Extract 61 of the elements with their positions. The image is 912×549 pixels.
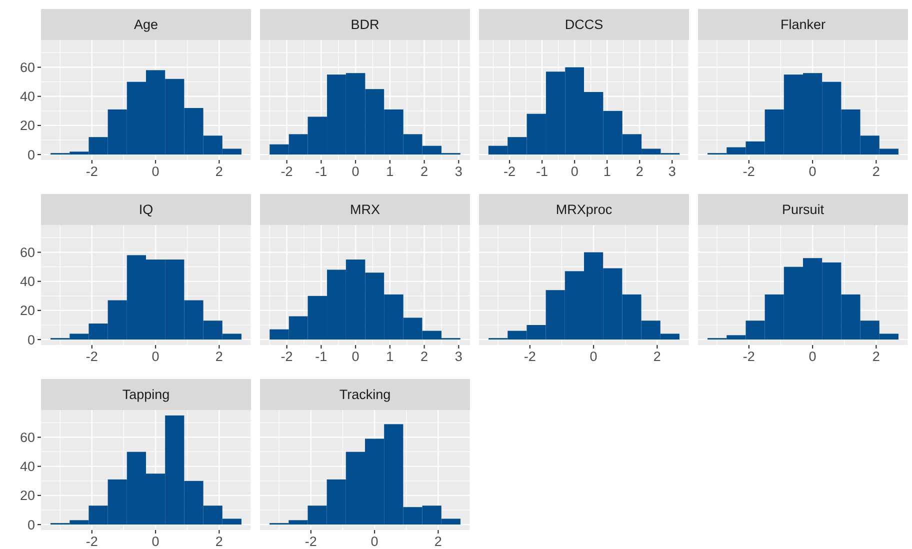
x-tick-label: 0 [808, 349, 816, 364]
x-tick-label: -1 [536, 164, 548, 179]
x-tick-label: -2 [86, 534, 98, 549]
y-tick-label: 0 [27, 332, 35, 348]
x-tick-label: 0 [570, 164, 578, 179]
chart-title: MRXproc [556, 202, 612, 218]
chart-title: IQ [138, 202, 154, 218]
chart-title: Age [134, 17, 158, 32]
x-tick-label: 2 [636, 164, 644, 179]
x-tick-label: 2 [653, 349, 661, 364]
x-tick-label: 2 [215, 349, 223, 364]
x-tick-label: 1 [386, 164, 394, 179]
x-tick-label: 0 [808, 164, 816, 179]
x-tick-label: 0 [152, 164, 160, 179]
x-tick-label: 2 [215, 534, 223, 549]
chart-title: Tapping [122, 387, 170, 402]
x-tick-label: 2 [434, 534, 442, 549]
chart-title: Pursuit [782, 202, 824, 218]
x-tick-label: -2 [304, 534, 317, 549]
x-tick-label: 0 [590, 349, 598, 364]
y-tick-label: 40 [20, 274, 35, 290]
x-tick-label: 0 [370, 534, 378, 549]
x-tick-label: -1 [315, 164, 328, 179]
y-tick-label: 40 [20, 459, 35, 474]
x-tick-label: 3 [454, 164, 462, 179]
x-tick-label: 0 [352, 164, 360, 179]
chart-title: BDR [350, 17, 380, 32]
x-tick-label: 2 [872, 349, 880, 364]
x-tick-label: 2 [420, 349, 428, 364]
x-tick-label: 2 [215, 164, 223, 179]
y-tick-label: 20 [20, 118, 35, 134]
chart-title: MRX [350, 202, 380, 218]
x-tick-label: 3 [668, 164, 676, 179]
x-tick-label: -2 [504, 164, 516, 179]
y-tick-label: 0 [27, 517, 35, 532]
x-tick-label: -2 [280, 164, 293, 179]
x-tick-label: 1 [386, 349, 394, 364]
y-tick-label: 0 [27, 147, 35, 162]
x-tick-label: -2 [742, 349, 755, 364]
x-tick-label: -1 [315, 349, 328, 364]
x-tick-label: -2 [280, 349, 293, 364]
x-tick-label: 1 [603, 164, 611, 179]
y-tick-label: 60 [20, 245, 35, 260]
y-tick-label: 60 [20, 60, 35, 75]
y-tick-label: 60 [20, 430, 35, 445]
x-tick-label: 2 [420, 164, 428, 179]
x-tick-label: -2 [742, 164, 755, 179]
x-tick-label: 0 [152, 349, 160, 364]
x-tick-label: 2 [872, 164, 880, 179]
x-tick-label: 3 [454, 349, 462, 364]
y-tick-label: 20 [20, 488, 35, 504]
x-tick-label: -2 [86, 164, 98, 179]
x-tick-label: -2 [524, 349, 536, 364]
x-tick-label: 0 [352, 349, 360, 364]
x-tick-label: 0 [152, 534, 160, 549]
chart-title: DCCS [564, 17, 604, 32]
chart-title: Flanker [780, 17, 826, 32]
x-tick-label: -2 [86, 349, 98, 364]
chart-title: Tracking [339, 387, 391, 402]
y-tick-label: 20 [20, 303, 35, 318]
y-tick-label: 40 [20, 89, 35, 104]
